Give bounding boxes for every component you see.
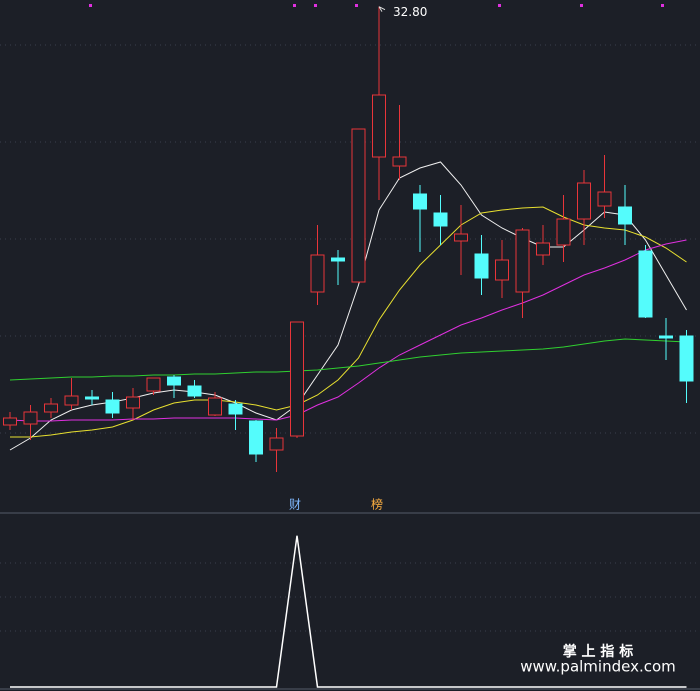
moving-average-line: [9, 239, 687, 422]
candle-body: [64, 395, 79, 406]
moving-average-line: [10, 206, 687, 438]
dot: [314, 4, 317, 7]
candle-body: [536, 242, 550, 256]
grid: [0, 44, 700, 632]
indicator-line: [10, 535, 687, 688]
candle-body: [474, 253, 489, 279]
candle-body: [556, 218, 571, 246]
candle-body: [208, 397, 222, 416]
candle-body: [433, 212, 448, 227]
candle-body: [187, 385, 202, 397]
candle-body: [126, 396, 140, 409]
candle-body: [331, 257, 345, 262]
candle-body: [392, 156, 407, 167]
candle-body: [679, 335, 694, 382]
candle-body: [146, 377, 161, 392]
dot: [498, 4, 501, 7]
candle-body: [618, 206, 632, 225]
watermark-title: 掌 上 指 标: [563, 643, 634, 660]
candle-body: [413, 193, 427, 210]
candle-body: [310, 254, 325, 293]
candle-body: [515, 229, 530, 293]
candle-body: [597, 191, 612, 207]
candle-body: [638, 250, 653, 318]
dot: [293, 4, 296, 7]
candle-body: [44, 403, 58, 413]
candle-body: [249, 420, 263, 455]
candle-body: [85, 396, 99, 400]
candle-body: [351, 128, 366, 283]
candle-body: [659, 335, 673, 339]
candle-body: [290, 321, 304, 437]
watermark-url: www.palmindex.com: [520, 658, 676, 676]
candle-body: [269, 437, 284, 451]
moving-average-line: [9, 161, 687, 451]
annotation: 财: [289, 498, 301, 512]
dot: [355, 4, 358, 7]
candle-body: [105, 399, 120, 414]
high-label: 32.80: [393, 5, 427, 19]
dot: [661, 4, 664, 7]
candle-body: [167, 376, 181, 386]
candle-body: [577, 182, 591, 220]
candle-body: [23, 411, 38, 425]
candle-body: [495, 259, 509, 281]
dot: [580, 4, 583, 7]
candle-body: [454, 233, 468, 242]
dot: [89, 4, 92, 7]
annotation: 榜: [371, 497, 383, 512]
high-pointer: [378, 6, 386, 12]
time-dots: [89, 4, 664, 7]
moving-average-line: [9, 338, 687, 381]
candle-body: [3, 417, 17, 426]
candle-body: [228, 403, 243, 415]
candle-body: [372, 94, 386, 158]
